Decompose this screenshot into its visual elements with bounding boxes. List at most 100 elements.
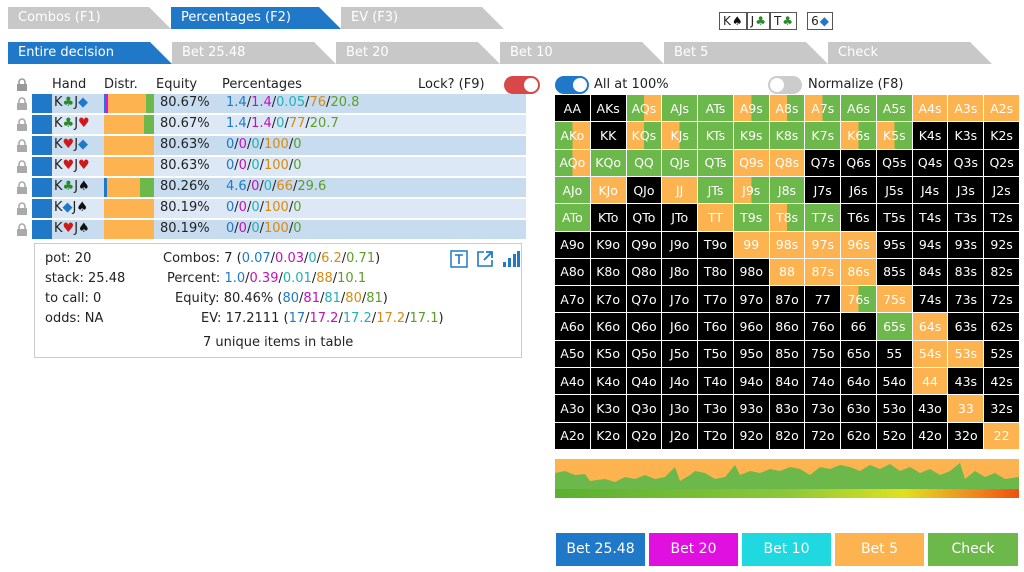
hand-cell[interactable]: 84o [769, 368, 805, 395]
hand-cell[interactable]: 77 [805, 286, 841, 313]
hand-cell[interactable]: 74s [912, 286, 948, 313]
hand-cell[interactable]: K4s [912, 122, 948, 149]
hand-cell[interactable]: JTo [662, 204, 698, 231]
hand-cell[interactable]: 98s [769, 231, 805, 258]
hand-cell[interactable]: 93o [733, 395, 769, 422]
hand-cell[interactable]: K5s [876, 122, 912, 149]
action-check-button[interactable]: Check [928, 533, 1018, 566]
hand-cell[interactable]: QJs [662, 149, 698, 176]
hand-cell[interactable]: K8s [769, 122, 805, 149]
hand-cell[interactable]: J6s [841, 176, 876, 204]
hand-cell[interactable]: AA [555, 95, 590, 122]
hand-cell[interactable]: T8s [769, 204, 805, 231]
hand-cell[interactable]: K3o [590, 395, 626, 422]
hand-cell[interactable]: QTs [698, 149, 733, 176]
hand-cell[interactable]: KTs [698, 122, 733, 149]
hand-cell[interactable]: 86s [841, 258, 876, 286]
hand-cell[interactable]: Q6o [626, 313, 662, 340]
hand-cell[interactable]: 73o [805, 395, 841, 422]
hand-cell[interactable]: J8o [662, 258, 698, 286]
export-icon[interactable] [476, 250, 494, 268]
hand-cell[interactable]: 76o [805, 313, 841, 340]
hand-cell[interactable]: 53o [876, 395, 912, 422]
hand-cell[interactable]: A4s [912, 95, 948, 122]
hand-cell[interactable]: KJo [590, 176, 626, 204]
tab-bet-25-48[interactable]: Bet 25.48 [172, 42, 336, 64]
hand-cell[interactable]: 92o [733, 422, 769, 449]
hand-cell[interactable]: 99 [733, 231, 769, 258]
hand-cell[interactable]: KQs [626, 122, 662, 149]
tab-ev[interactable]: EV (F3) [341, 7, 504, 29]
hand-cell[interactable]: AQs [626, 95, 662, 122]
col-equity[interactable]: Equity [156, 77, 198, 92]
action-bet-5-button[interactable]: Bet 5 [835, 533, 924, 566]
hand-cell[interactable]: 66 [841, 313, 876, 340]
hand-cell[interactable]: 85s [876, 258, 912, 286]
hand-cell[interactable]: 97o [733, 286, 769, 313]
hand-cell[interactable]: 93s [948, 231, 984, 258]
tab-entire-decision[interactable]: Entire decision [8, 42, 172, 64]
lock-icon[interactable] [16, 97, 28, 110]
table-row[interactable]: K♥J♥ 80.63% 0/0/0/100/0 [16, 157, 526, 176]
hand-cell[interactable]: J5s [876, 176, 912, 204]
hand-cell[interactable]: K8o [590, 258, 626, 286]
hand-cell[interactable]: 75o [805, 340, 841, 368]
hand-cell[interactable]: K9s [733, 122, 769, 149]
hand-cell[interactable]: KTo [590, 204, 626, 231]
hand-cell[interactable]: J5o [662, 340, 698, 368]
hand-cell[interactable]: K6s [841, 122, 876, 149]
hand-cell[interactable]: Q2o [626, 422, 662, 449]
hand-cell[interactable]: T4s [912, 204, 948, 231]
hand-cell[interactable]: 75s [876, 286, 912, 313]
hand-cell[interactable]: J6o [662, 313, 698, 340]
hand-cell[interactable]: A2o [555, 422, 590, 449]
hand-cell[interactable]: T7o [698, 286, 733, 313]
tab-bet-20[interactable]: Bet 20 [336, 42, 500, 64]
hand-cell[interactable]: AJs [662, 95, 698, 122]
hand-cell[interactable]: 86o [769, 313, 805, 340]
hand-cell[interactable]: AQo [555, 149, 590, 176]
hand-cell[interactable]: T6o [698, 313, 733, 340]
hand-cell[interactable]: 22 [984, 422, 1019, 449]
lock-icon[interactable] [16, 160, 28, 173]
hand-cell[interactable]: Q8s [769, 149, 805, 176]
lock-icon[interactable] [16, 181, 28, 194]
hand-cell[interactable]: T3o [698, 395, 733, 422]
lock-icon[interactable] [16, 202, 28, 215]
lock-toggle[interactable] [504, 76, 540, 94]
hand-cell[interactable]: JTs [698, 176, 733, 204]
hand-cell[interactable]: AKs [590, 95, 626, 122]
hand-cell[interactable]: K7s [805, 122, 841, 149]
hand-cell[interactable]: T2s [984, 204, 1019, 231]
hand-cell[interactable]: ATs [698, 95, 733, 122]
hand-cell[interactable]: 54s [912, 340, 948, 368]
hand-cell[interactable]: Q5s [876, 149, 912, 176]
hand-cell[interactable]: 32o [948, 422, 984, 449]
hand-cell[interactable]: K3s [948, 122, 984, 149]
all-at-100-toggle[interactable] [555, 76, 589, 94]
hand-cell[interactable]: 63o [841, 395, 876, 422]
hand-cell[interactable]: A5s [876, 95, 912, 122]
tab-combos[interactable]: Combos (F1) [8, 7, 171, 29]
hand-cell[interactable]: Q3s [948, 149, 984, 176]
hand-cell[interactable]: 54o [876, 368, 912, 395]
hand-cell[interactable]: J9s [733, 176, 769, 204]
hand-cell[interactable]: 32s [984, 395, 1019, 422]
hand-cell[interactable]: Q4o [626, 368, 662, 395]
hand-cell[interactable]: Q5o [626, 340, 662, 368]
hand-cell[interactable]: QJo [626, 176, 662, 204]
hand-cell[interactable]: J7s [805, 176, 841, 204]
hand-cell[interactable]: A6o [555, 313, 590, 340]
hand-cell[interactable]: A8o [555, 258, 590, 286]
hand-cell[interactable]: J9o [662, 231, 698, 258]
hand-cell[interactable]: QQ [626, 149, 662, 176]
hand-cell[interactable]: 55 [876, 340, 912, 368]
hand-cell[interactable]: KK [590, 122, 626, 149]
hand-cell[interactable]: A3o [555, 395, 590, 422]
action-bet-10-button[interactable]: Bet 10 [742, 533, 831, 566]
hand-cell[interactable]: 84s [912, 258, 948, 286]
hand-cell[interactable]: TT [698, 204, 733, 231]
hand-cell[interactable]: KJs [662, 122, 698, 149]
tab-percentages[interactable]: Percentages (F2) [171, 7, 341, 29]
hand-cell[interactable]: 43o [912, 395, 948, 422]
